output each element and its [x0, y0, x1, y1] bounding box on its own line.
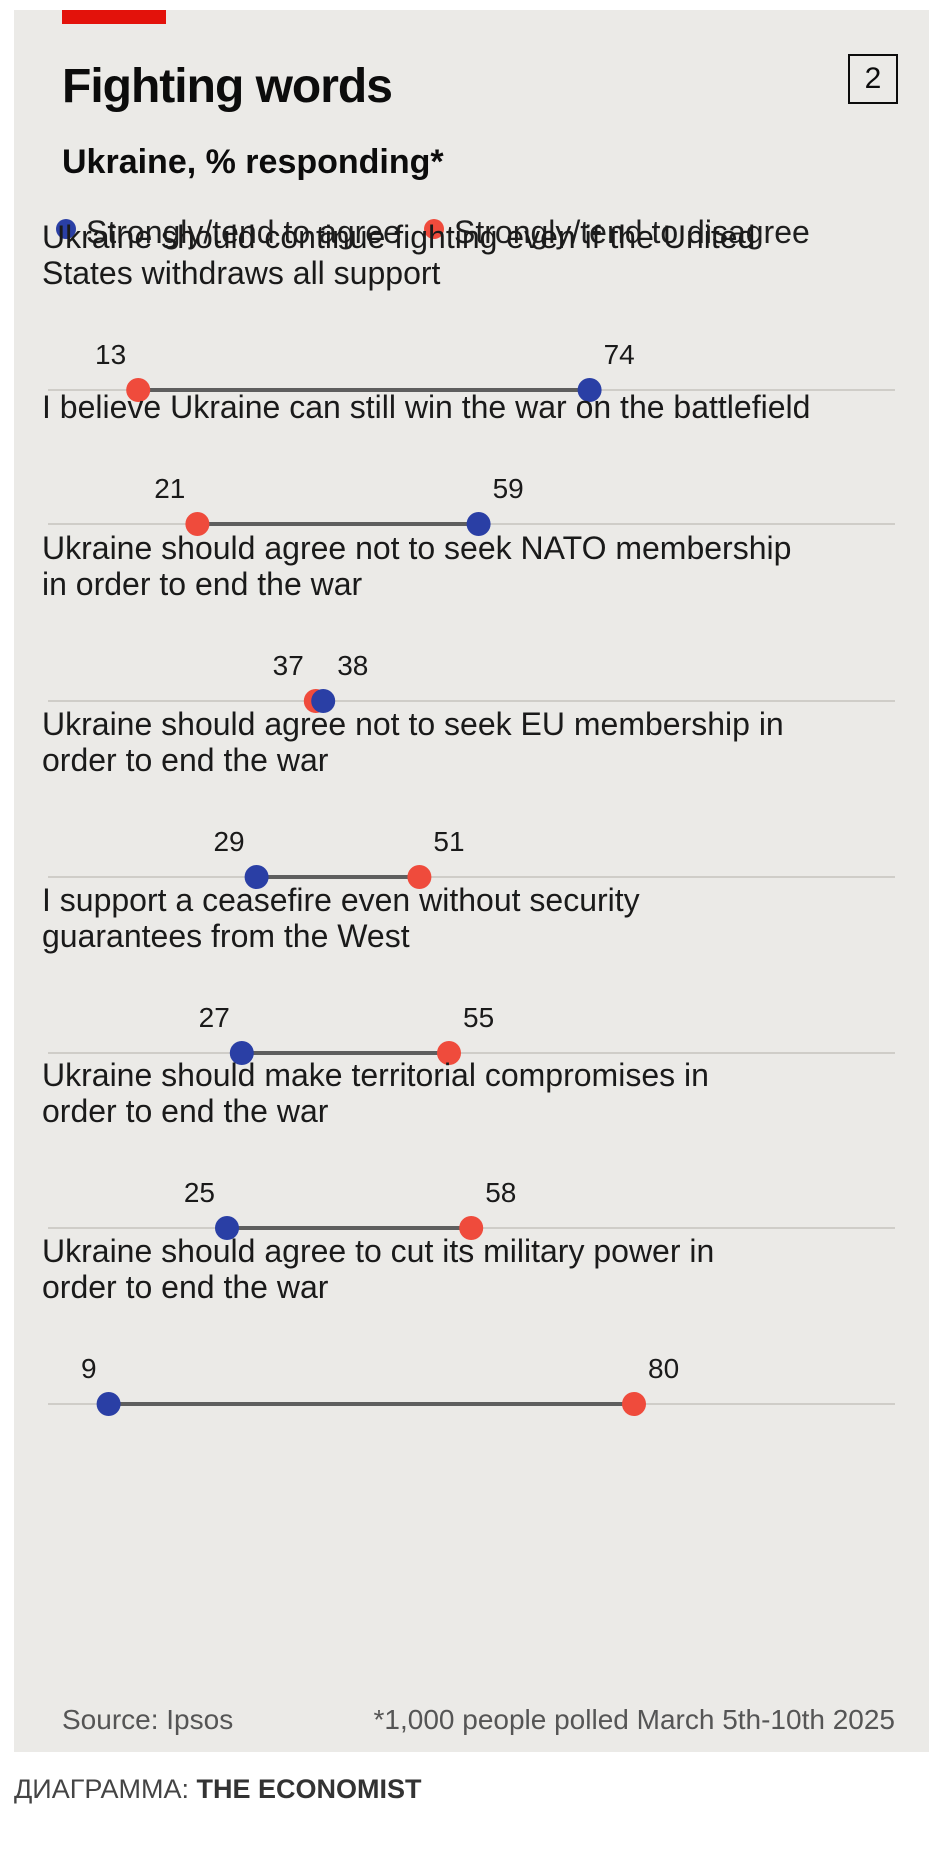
footnote: *1,000 people polled March 5th-10th 2025	[373, 1704, 896, 1735]
value-label-agree: 74	[604, 339, 635, 370]
chart-number-badge: 2	[848, 54, 898, 104]
data-point-disagree	[407, 865, 432, 889]
question-label: States withdraws all support	[42, 255, 441, 291]
data-point-agree	[215, 1216, 239, 1240]
value-label-disagree: 55	[463, 1002, 494, 1033]
legend-dot-disagree	[424, 219, 444, 239]
data-point-agree	[229, 1041, 254, 1065]
data-point-agree	[577, 378, 602, 402]
question-label: in order to end the war	[42, 566, 363, 602]
question-label: order to end the war	[42, 1093, 329, 1129]
chart-title: Fighting words	[62, 60, 393, 113]
value-label-agree: 9	[81, 1353, 97, 1384]
legend-dot-agree	[56, 219, 76, 239]
data-point-agree	[466, 512, 491, 536]
credit-prefix: ДИАГРАММА	[14, 1774, 182, 1804]
value-label-agree: 38	[337, 650, 368, 681]
data-point-disagree	[185, 512, 210, 536]
question-label: Ukraine should make territorial compromi…	[42, 1057, 709, 1093]
data-point-disagree	[126, 378, 151, 402]
question-label: Ukraine should agree not to seek NATO me…	[42, 530, 791, 566]
image-credit: ДИАГРАММА: THE ECONOMIST	[14, 1774, 422, 1804]
legend-item-agree: Strongly/tend to agree	[56, 214, 401, 251]
value-label-agree: 25	[184, 1177, 215, 1208]
legend-label-agree: Strongly/tend to agree	[86, 214, 401, 250]
chart-card: Fighting words 2 Ukraine, % responding* …	[14, 10, 929, 1752]
question-label: guarantees from the West	[42, 918, 410, 954]
value-label-agree: 27	[199, 1002, 230, 1033]
credit-name: THE ECONOMIST	[196, 1774, 422, 1804]
question-label: I believe Ukraine can still win the war …	[42, 389, 810, 425]
source-note: Source: Ipsos	[62, 1704, 234, 1735]
data-point-agree	[311, 689, 336, 713]
data-point-disagree	[437, 1041, 461, 1065]
legend-item-disagree: Strongly/tend to disagree	[424, 214, 810, 251]
question-label: I support a ceasefire even without secur…	[42, 882, 640, 918]
data-point-disagree	[459, 1216, 484, 1240]
question-label: Ukraine should agree to cut its military…	[42, 1233, 714, 1269]
dumbbell-chart: Ukraine should continue fighting even if…	[42, 219, 895, 1416]
legend-label-disagree: Strongly/tend to disagree	[454, 214, 810, 250]
value-label-disagree: 37	[273, 650, 304, 681]
value-label-disagree: 58	[485, 1177, 516, 1208]
value-label-disagree: 51	[433, 826, 464, 857]
chart-subtitle: Ukraine, % responding*	[62, 143, 444, 181]
data-point-disagree	[622, 1392, 646, 1416]
question-label: Ukraine should continue fighting even if…	[42, 219, 755, 255]
question-label: order to end the war	[42, 742, 329, 778]
data-point-agree	[96, 1392, 121, 1416]
value-label-disagree: 21	[154, 473, 185, 504]
question-label: order to end the war	[42, 1269, 329, 1305]
value-label-disagree: 80	[648, 1353, 679, 1384]
question-label: Ukraine should agree not to seek EU memb…	[42, 706, 784, 742]
value-label-agree: 59	[493, 473, 524, 504]
value-label-disagree: 13	[95, 339, 126, 370]
value-label-agree: 29	[213, 826, 244, 857]
data-point-agree	[244, 865, 269, 889]
brand-red-bar	[62, 10, 166, 24]
